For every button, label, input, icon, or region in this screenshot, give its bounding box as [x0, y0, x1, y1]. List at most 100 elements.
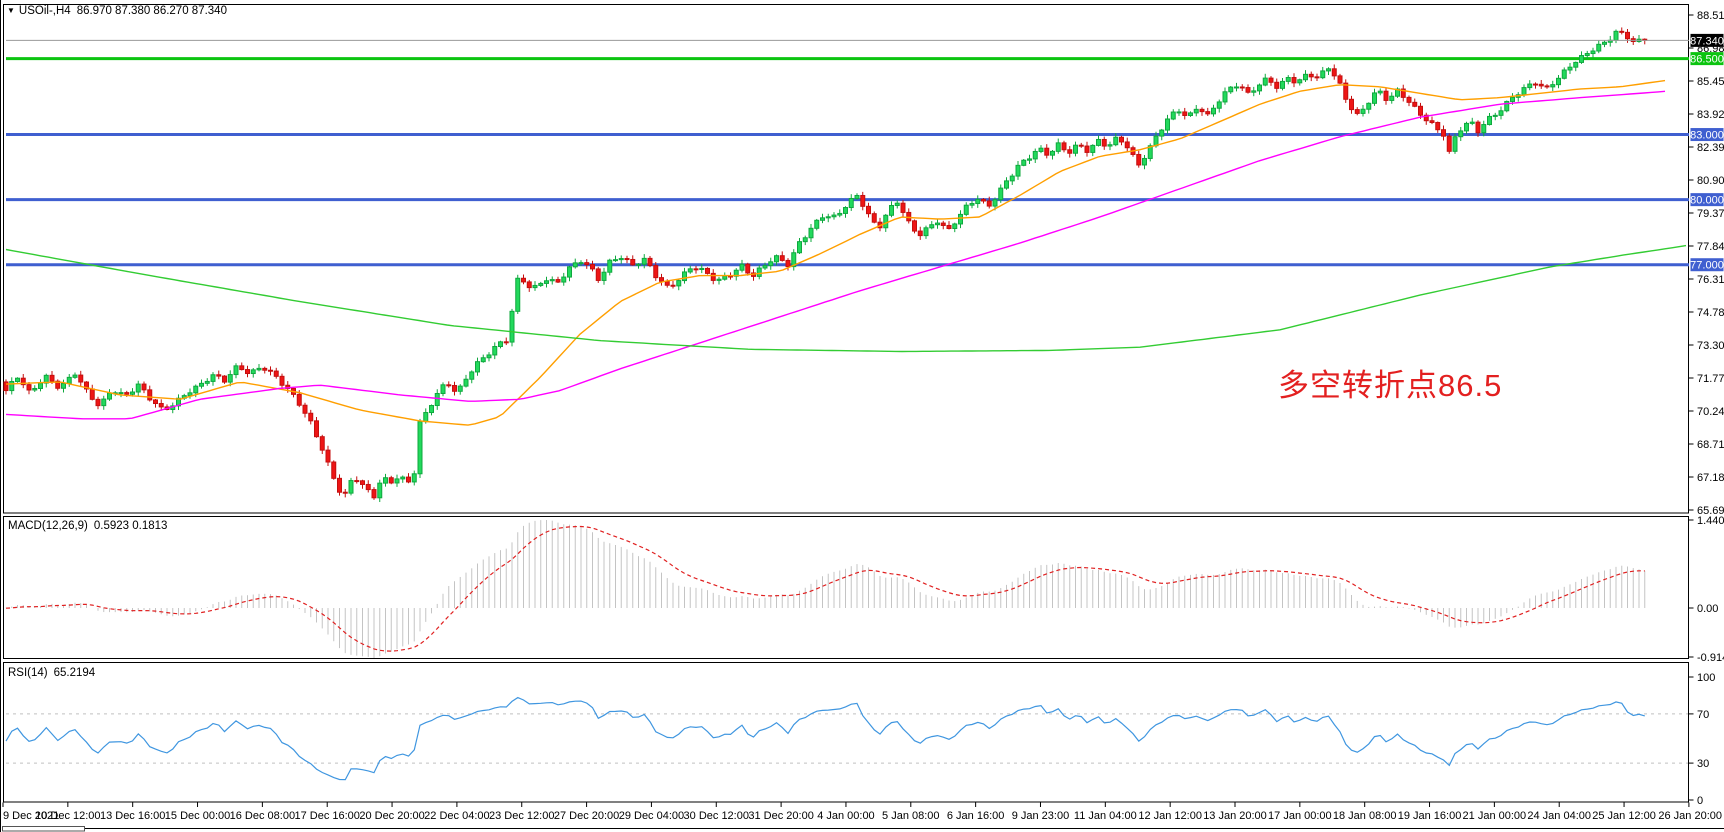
candle-up: [1579, 55, 1584, 63]
candle-up: [843, 207, 848, 214]
candle-down: [388, 477, 394, 484]
price-axis: 88.51086.98085.45083.92082.39080.90579.3…: [1688, 10, 1724, 517]
candle-up: [1004, 180, 1009, 189]
svg-text:83.000: 83.000: [1690, 130, 1724, 142]
candle-up: [199, 382, 204, 387]
rsi-tick-label: 100: [1697, 672, 1715, 684]
candle-up: [1050, 150, 1055, 156]
candle-up: [498, 341, 503, 348]
candle-down: [262, 367, 268, 371]
candle-down: [222, 375, 227, 383]
candle-up: [975, 198, 981, 205]
candle-down: [1538, 83, 1544, 87]
time-tick-label: 12 Jan 12:00: [1138, 810, 1202, 822]
chevron-down-icon[interactable]: ▼: [7, 6, 15, 15]
candle-up: [774, 255, 779, 263]
candle-down: [1274, 81, 1280, 89]
candle-up: [676, 280, 682, 287]
candle-down: [1101, 138, 1107, 147]
candle-up: [32, 387, 38, 391]
price-tick-label: 79.375: [1697, 208, 1724, 220]
candle-down: [693, 268, 699, 271]
candle-up: [1498, 110, 1504, 116]
candle-down: [785, 259, 791, 268]
candle-down: [308, 412, 314, 422]
candle-up: [883, 214, 889, 229]
candle-up: [544, 280, 549, 284]
rsi-panel-frame: [3, 662, 1689, 803]
price-tick-label: 65.695: [1697, 505, 1724, 517]
candle-up: [687, 268, 693, 273]
time-tick-label: 19 Jan 16:00: [1398, 810, 1462, 822]
candle-up: [1096, 138, 1101, 146]
candle-up: [400, 476, 406, 480]
candle-up: [1377, 90, 1383, 94]
candle-down: [55, 380, 61, 389]
candle-up: [1015, 164, 1021, 177]
annotation-text: 多空转折点86.5: [1278, 368, 1503, 403]
candle-up: [532, 284, 538, 289]
candle-up: [492, 346, 498, 356]
price-tag-77.000[interactable]: 77.000: [1690, 258, 1724, 272]
candle-down: [521, 277, 526, 283]
candle-down: [1136, 153, 1142, 166]
candle-up: [567, 266, 572, 278]
candle-up: [1464, 122, 1469, 132]
ohlc-quote-text: 86.970 87.380 86.270 87.340: [76, 5, 227, 17]
candle-up: [791, 252, 797, 268]
candle-up: [1032, 150, 1038, 160]
medium-ma-line: [5, 90, 1666, 420]
candle-up: [722, 275, 728, 280]
candle-up: [1222, 91, 1228, 103]
candle-down: [1412, 101, 1418, 107]
price-tick-label: 67.180: [1697, 472, 1724, 484]
candle-up: [1320, 70, 1326, 79]
candle-up: [1303, 73, 1308, 81]
candle-down: [912, 220, 917, 232]
candle-down: [986, 200, 992, 207]
macd-name: MACD(12,26,9): [8, 520, 88, 532]
price-tag-86.500[interactable]: 86.500: [1690, 52, 1724, 66]
candle-down: [1337, 75, 1343, 84]
candle-up: [958, 213, 963, 225]
candle-up: [1521, 87, 1527, 96]
price-tag-83.000[interactable]: 83.000: [1690, 128, 1724, 142]
candle-up: [417, 421, 423, 475]
candle-down: [1406, 96, 1412, 103]
candle-down: [946, 224, 952, 229]
candle-down: [595, 268, 601, 281]
h-scrollbar-thumb[interactable]: [2, 826, 85, 832]
candle-down: [630, 258, 636, 266]
time-tick-label: 29 Dec 04:00: [619, 810, 684, 822]
time-tick-label: 21 Jan 00:00: [1463, 810, 1527, 822]
candle-up: [636, 263, 641, 266]
price-tick-label: 68.710: [1697, 439, 1724, 451]
candle-up: [1073, 144, 1078, 154]
candle-down: [871, 213, 877, 223]
time-tick-label: 22 Dec 04:00: [424, 810, 489, 822]
candle-up: [1297, 79, 1303, 84]
candle-down: [3, 381, 9, 392]
candle-down: [1435, 121, 1441, 131]
candle-up: [1389, 95, 1395, 101]
price-tag-80.000[interactable]: 80.000: [1690, 193, 1724, 207]
candle-up: [848, 197, 854, 209]
candles-layer: [3, 27, 1648, 503]
candle-down: [1475, 121, 1481, 134]
candle-down: [26, 384, 32, 391]
candle-up: [1550, 84, 1556, 88]
candle-up: [256, 367, 262, 371]
candle-down: [1619, 30, 1625, 33]
candle-up: [1147, 145, 1153, 159]
time-tick-label: 5 Jan 08:00: [882, 810, 940, 822]
candle-down: [452, 385, 457, 392]
price-tag-87.340[interactable]: 87.340: [1690, 33, 1724, 48]
candle-up: [61, 383, 66, 389]
candle-up: [831, 214, 837, 218]
candle-down: [590, 264, 595, 270]
candle-up: [549, 279, 555, 282]
price-tick-label: 88.510: [1697, 10, 1724, 22]
candle-up: [486, 354, 492, 359]
candle-down: [1124, 141, 1130, 149]
